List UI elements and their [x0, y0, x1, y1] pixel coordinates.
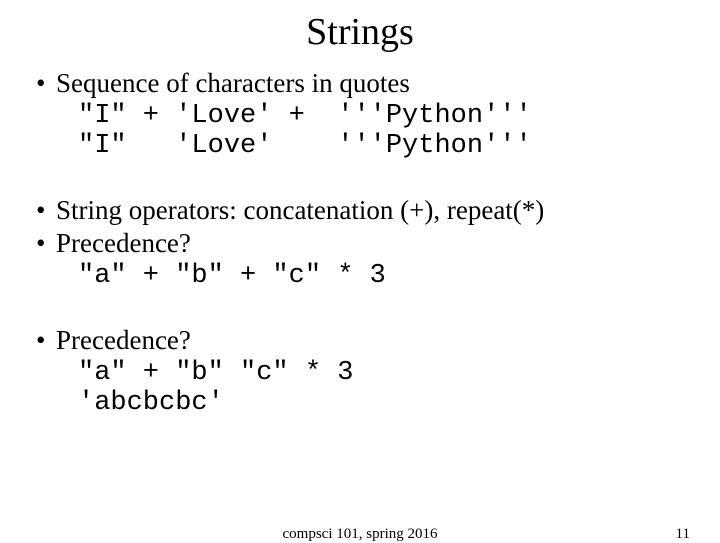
code-line: "I" 'Love' '''Python''': [78, 131, 532, 161]
slide-container: Strings •Sequence of characters in quote…: [0, 0, 720, 418]
code-line: "a" + "b" + "c" * 3: [78, 261, 386, 291]
code-line: "a" + "b" "c" * 3: [78, 358, 353, 388]
bullet-precedence-2: •Precedence?: [36, 325, 690, 356]
bullet-dot-icon: •: [36, 195, 56, 226]
code-example-3: "a" + "b" "c" * 3 'abcbcbc': [78, 358, 690, 418]
code-line: 'abcbcbc': [78, 388, 224, 418]
code-example-2: "a" + "b" + "c" * 3: [78, 261, 690, 291]
slide-title: Strings: [30, 10, 690, 54]
bullet-text: Precedence?: [56, 228, 191, 258]
bullet-dot-icon: •: [36, 228, 56, 259]
code-example-1: "I" + 'Love' + '''Python''' "I" 'Love' '…: [78, 101, 690, 161]
bullet-dot-icon: •: [36, 68, 56, 99]
bullet-text: Sequence of characters in quotes: [56, 68, 410, 98]
footer-course: compsci 101, spring 2016: [0, 526, 720, 543]
bullet-text: String operators: concatenation (+), rep…: [56, 195, 544, 225]
page-number: 11: [676, 526, 690, 543]
bullet-text: Precedence?: [56, 325, 191, 355]
bullet-operators: •String operators: concatenation (+), re…: [36, 195, 690, 226]
bullet-dot-icon: •: [36, 325, 56, 356]
bullet-precedence-1: •Precedence?: [36, 228, 690, 259]
code-line: "I" + 'Love' + '''Python''': [78, 101, 532, 131]
bullet-sequence: •Sequence of characters in quotes: [36, 68, 690, 99]
